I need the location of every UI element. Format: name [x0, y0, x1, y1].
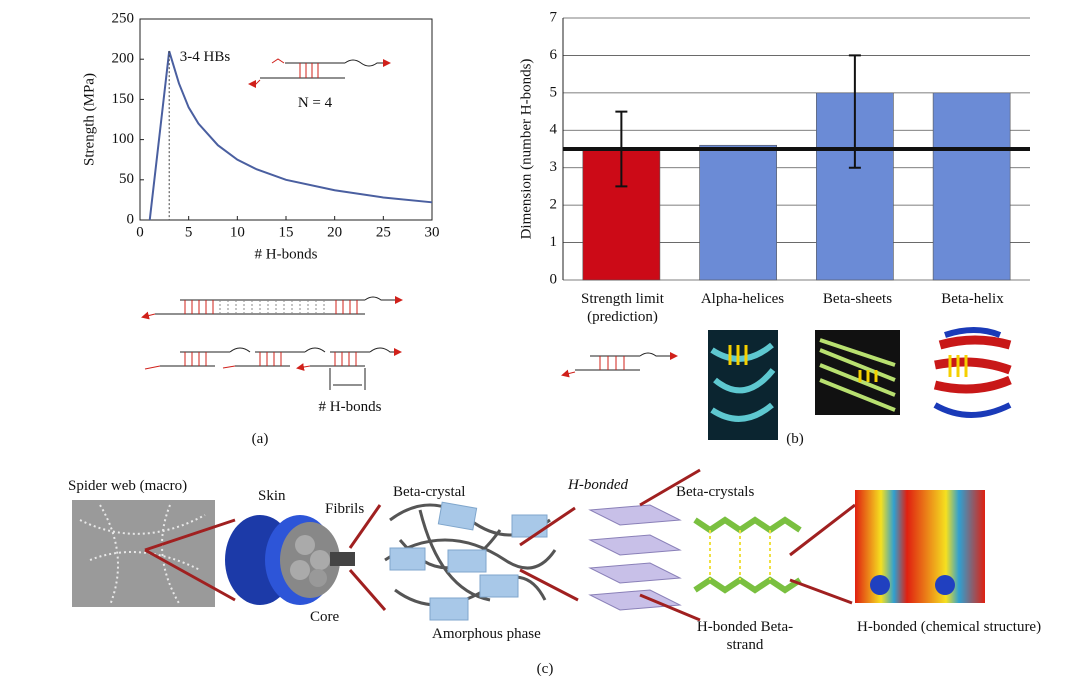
x-tick-label: Alpha-helices	[700, 291, 785, 307]
diagram-label: Fibrils	[325, 501, 365, 517]
y-axis-label: Dimension (number H-bonds)	[518, 59, 534, 240]
y-tick-label: 150	[112, 91, 135, 107]
x-tick-label: 10	[230, 224, 245, 240]
x-tick-label: Beta-sheets	[822, 291, 893, 307]
diagram-label: Spider web (macro)	[68, 478, 188, 494]
y-tick-label: 3	[550, 159, 558, 175]
panel-label: (a)	[251, 431, 269, 447]
diagram-label: Core	[310, 609, 340, 625]
x-tick-label: 0	[136, 224, 144, 240]
annotation: 3-4 HBs	[179, 49, 231, 65]
y-tick-label: 250	[112, 10, 135, 26]
y-tick-label: 1	[550, 234, 558, 250]
y-tick-label: 4	[550, 122, 558, 138]
x-tick-label: 20	[327, 224, 342, 240]
diagram-label: Beta-crystal	[393, 484, 466, 500]
x-tick-label: 30	[425, 224, 440, 240]
diagram-label: Skin	[258, 488, 286, 504]
x-tick-label: 25	[376, 224, 391, 240]
panel-label: (b)	[786, 431, 804, 447]
x-tick-label: 5	[185, 224, 193, 240]
line-series	[148, 50, 433, 221]
y-tick-label: 6	[550, 47, 558, 63]
diagram-label: H-bonded Beta-strand	[696, 619, 794, 653]
bar	[932, 92, 1011, 281]
x-tick-label: Strength limit (prediction)	[581, 291, 664, 325]
annotation: N = 4	[297, 95, 333, 111]
diagram-art	[72, 58, 1012, 622]
bar	[699, 144, 777, 281]
x-tick-label: 15	[279, 224, 294, 240]
y-tick-label: 100	[112, 131, 135, 147]
diagram-label: Beta-crystals	[676, 484, 755, 500]
diagram-label: # H-bonds	[318, 399, 382, 415]
y-tick-label: 5	[550, 84, 558, 100]
y-tick-label: 2	[550, 197, 558, 213]
panel-label: (c)	[536, 661, 554, 677]
diagram-label: Amorphous phase	[432, 626, 541, 642]
y-axis-label: Strength (MPa)	[81, 73, 97, 166]
y-tick-label: 200	[112, 51, 135, 67]
diagram-label: H-bonded	[568, 477, 628, 493]
x-axis-label: # H-bonds	[255, 246, 318, 262]
x-tick-label: Beta-helix	[941, 291, 1004, 307]
diagram-label: H-bonded (chemical structure)	[857, 619, 1042, 635]
y-tick-label: 50	[119, 171, 134, 187]
y-tick-label: 0	[550, 271, 558, 287]
y-tick-label: 7	[550, 9, 558, 25]
y-tick-label: 0	[127, 211, 135, 227]
